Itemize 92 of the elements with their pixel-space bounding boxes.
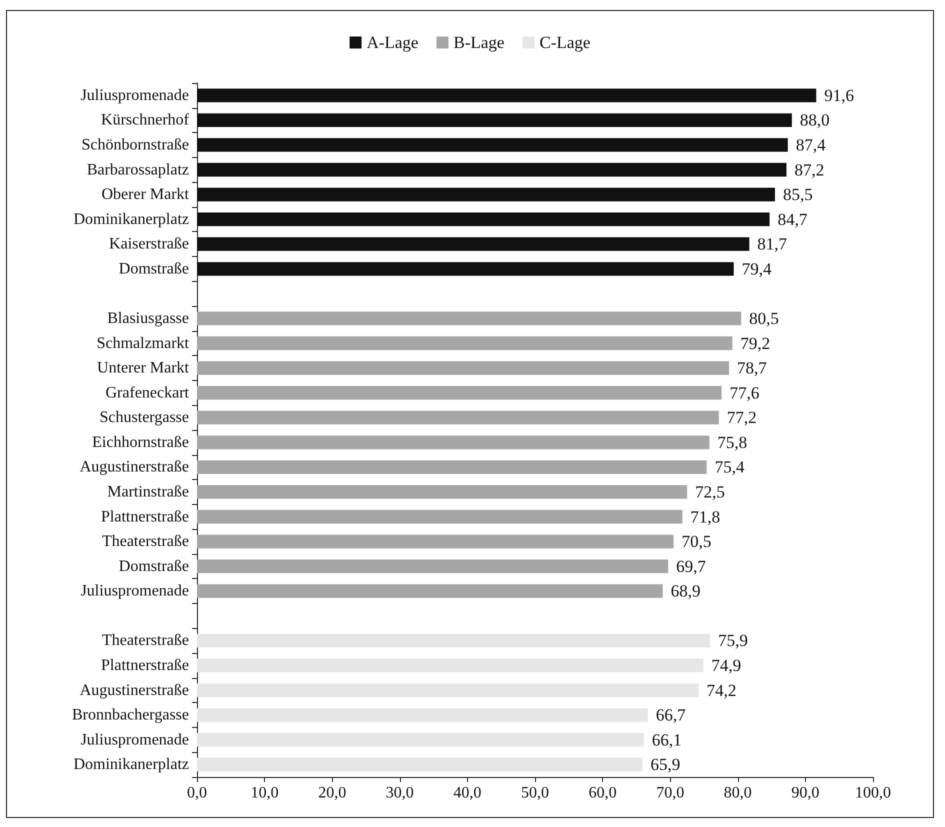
data-label: 85,5 [782, 185, 813, 204]
y-tick-label: Unterer Markt [97, 360, 190, 377]
bar [197, 758, 642, 772]
data-label: 77,2 [726, 408, 757, 428]
data-label: 74,2 [706, 680, 736, 700]
x-tick-label: 0,0 [187, 784, 207, 802]
bar [197, 138, 788, 152]
data-label: 66,1 [652, 730, 682, 750]
bar [197, 658, 704, 672]
data-label: 70,5 [682, 532, 712, 552]
y-tick-label: Plattnerstraße [101, 508, 189, 526]
y-tick-label: Juliuspromenade [80, 731, 189, 748]
y-tick-label: Theaterstraße [102, 632, 189, 650]
legend-label: C-Lage [539, 33, 590, 52]
bar [197, 584, 663, 598]
bar [197, 237, 750, 251]
bar [197, 312, 742, 326]
x-tick-label: 80,0 [724, 784, 752, 802]
data-label: 87,2 [794, 160, 824, 180]
data-label: 81,7 [757, 234, 788, 254]
data-label: 88,0 [800, 110, 830, 130]
y-tick-label: Oberer Markt [101, 186, 190, 204]
bar [197, 733, 644, 747]
y-tick-label: Schmalzmarkt [96, 334, 190, 352]
y-tick-label: Plattnerstraße [101, 656, 189, 674]
data-label: 75,4 [714, 458, 745, 477]
bar [197, 113, 792, 127]
data-label: 65,9 [650, 755, 680, 774]
x-tick-label: 70,0 [656, 784, 684, 802]
bar [197, 460, 707, 474]
x-tick-label: 20,0 [318, 784, 346, 802]
bar [197, 510, 682, 524]
x-tick-label: 90,0 [791, 784, 820, 802]
bar [197, 534, 674, 548]
bar [197, 188, 775, 202]
y-tick-label: Barbarossaplatz [86, 161, 189, 178]
y-tick-label: Dominikanerplatz [73, 756, 189, 774]
x-tick-label: 100,0 [855, 784, 891, 802]
y-tick-label: Eichhornstraße [92, 434, 189, 451]
data-label: 75,8 [717, 432, 748, 452]
data-label: 91,6 [824, 86, 854, 105]
data-label: 75,9 [718, 631, 748, 650]
data-label: 72,5 [695, 482, 725, 502]
y-tick-label: Grafeneckart [106, 384, 190, 402]
y-tick-label: Domstraße [118, 260, 189, 278]
bar [197, 88, 816, 102]
y-tick-label: Dominikanerplatz [73, 210, 189, 228]
data-label: 87,4 [796, 135, 826, 154]
y-tick-label: Schönbornstraße [81, 136, 189, 154]
bar [197, 386, 722, 400]
data-label: 84,7 [778, 210, 808, 229]
data-label: 79,2 [740, 334, 770, 353]
y-tick-label: Kürschnerhof [101, 112, 190, 129]
data-label: 66,7 [656, 706, 686, 725]
x-tick-label: 30,0 [386, 784, 414, 802]
y-tick-label: Augustinerstraße [80, 458, 189, 476]
data-label: 79,4 [742, 259, 772, 278]
bar [197, 361, 730, 375]
legend-label: A-Lage [366, 33, 418, 52]
bar [197, 262, 734, 276]
x-tick-label: 40,0 [453, 784, 482, 802]
y-tick-label: Augustinerstraße [80, 682, 189, 699]
data-label: 78,7 [737, 358, 768, 378]
bar [197, 485, 688, 499]
bar [197, 436, 710, 450]
y-tick-label: Juliuspromenade [80, 86, 189, 104]
y-tick-label: Schustergasse [100, 409, 189, 426]
y-tick-label: Theaterstraße [102, 533, 189, 550]
bar [197, 410, 719, 424]
y-tick-label: Blasiusgasse [107, 310, 189, 327]
x-tick-label: 10,0 [250, 784, 279, 802]
data-label: 80,5 [749, 308, 779, 328]
bar [197, 162, 786, 177]
data-label: 77,6 [730, 383, 760, 402]
bar [197, 336, 732, 350]
y-tick-label: Juliuspromenade [80, 582, 189, 600]
x-tick-label: 60,0 [588, 784, 617, 802]
data-label: 69,7 [676, 556, 706, 576]
bar [197, 560, 668, 574]
y-tick-label: Martinstraße [107, 483, 189, 500]
legend-label: B-Lage [453, 33, 504, 52]
x-tick-label: 50,0 [521, 784, 549, 802]
data-label: 71,8 [690, 507, 720, 526]
bar [197, 708, 648, 722]
y-tick-label: Domstraße [118, 558, 189, 575]
bar [197, 683, 699, 698]
y-tick-label: Bronnbachergasse [72, 706, 189, 724]
data-label: 68,9 [670, 582, 701, 601]
bar [197, 212, 770, 226]
bar [197, 634, 710, 648]
data-label: 74,9 [711, 656, 742, 675]
y-tick-label: Kaiserstraße [109, 236, 189, 253]
